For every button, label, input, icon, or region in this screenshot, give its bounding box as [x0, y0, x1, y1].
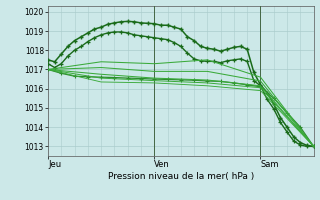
X-axis label: Pression niveau de la mer( hPa ): Pression niveau de la mer( hPa ) — [108, 172, 254, 181]
